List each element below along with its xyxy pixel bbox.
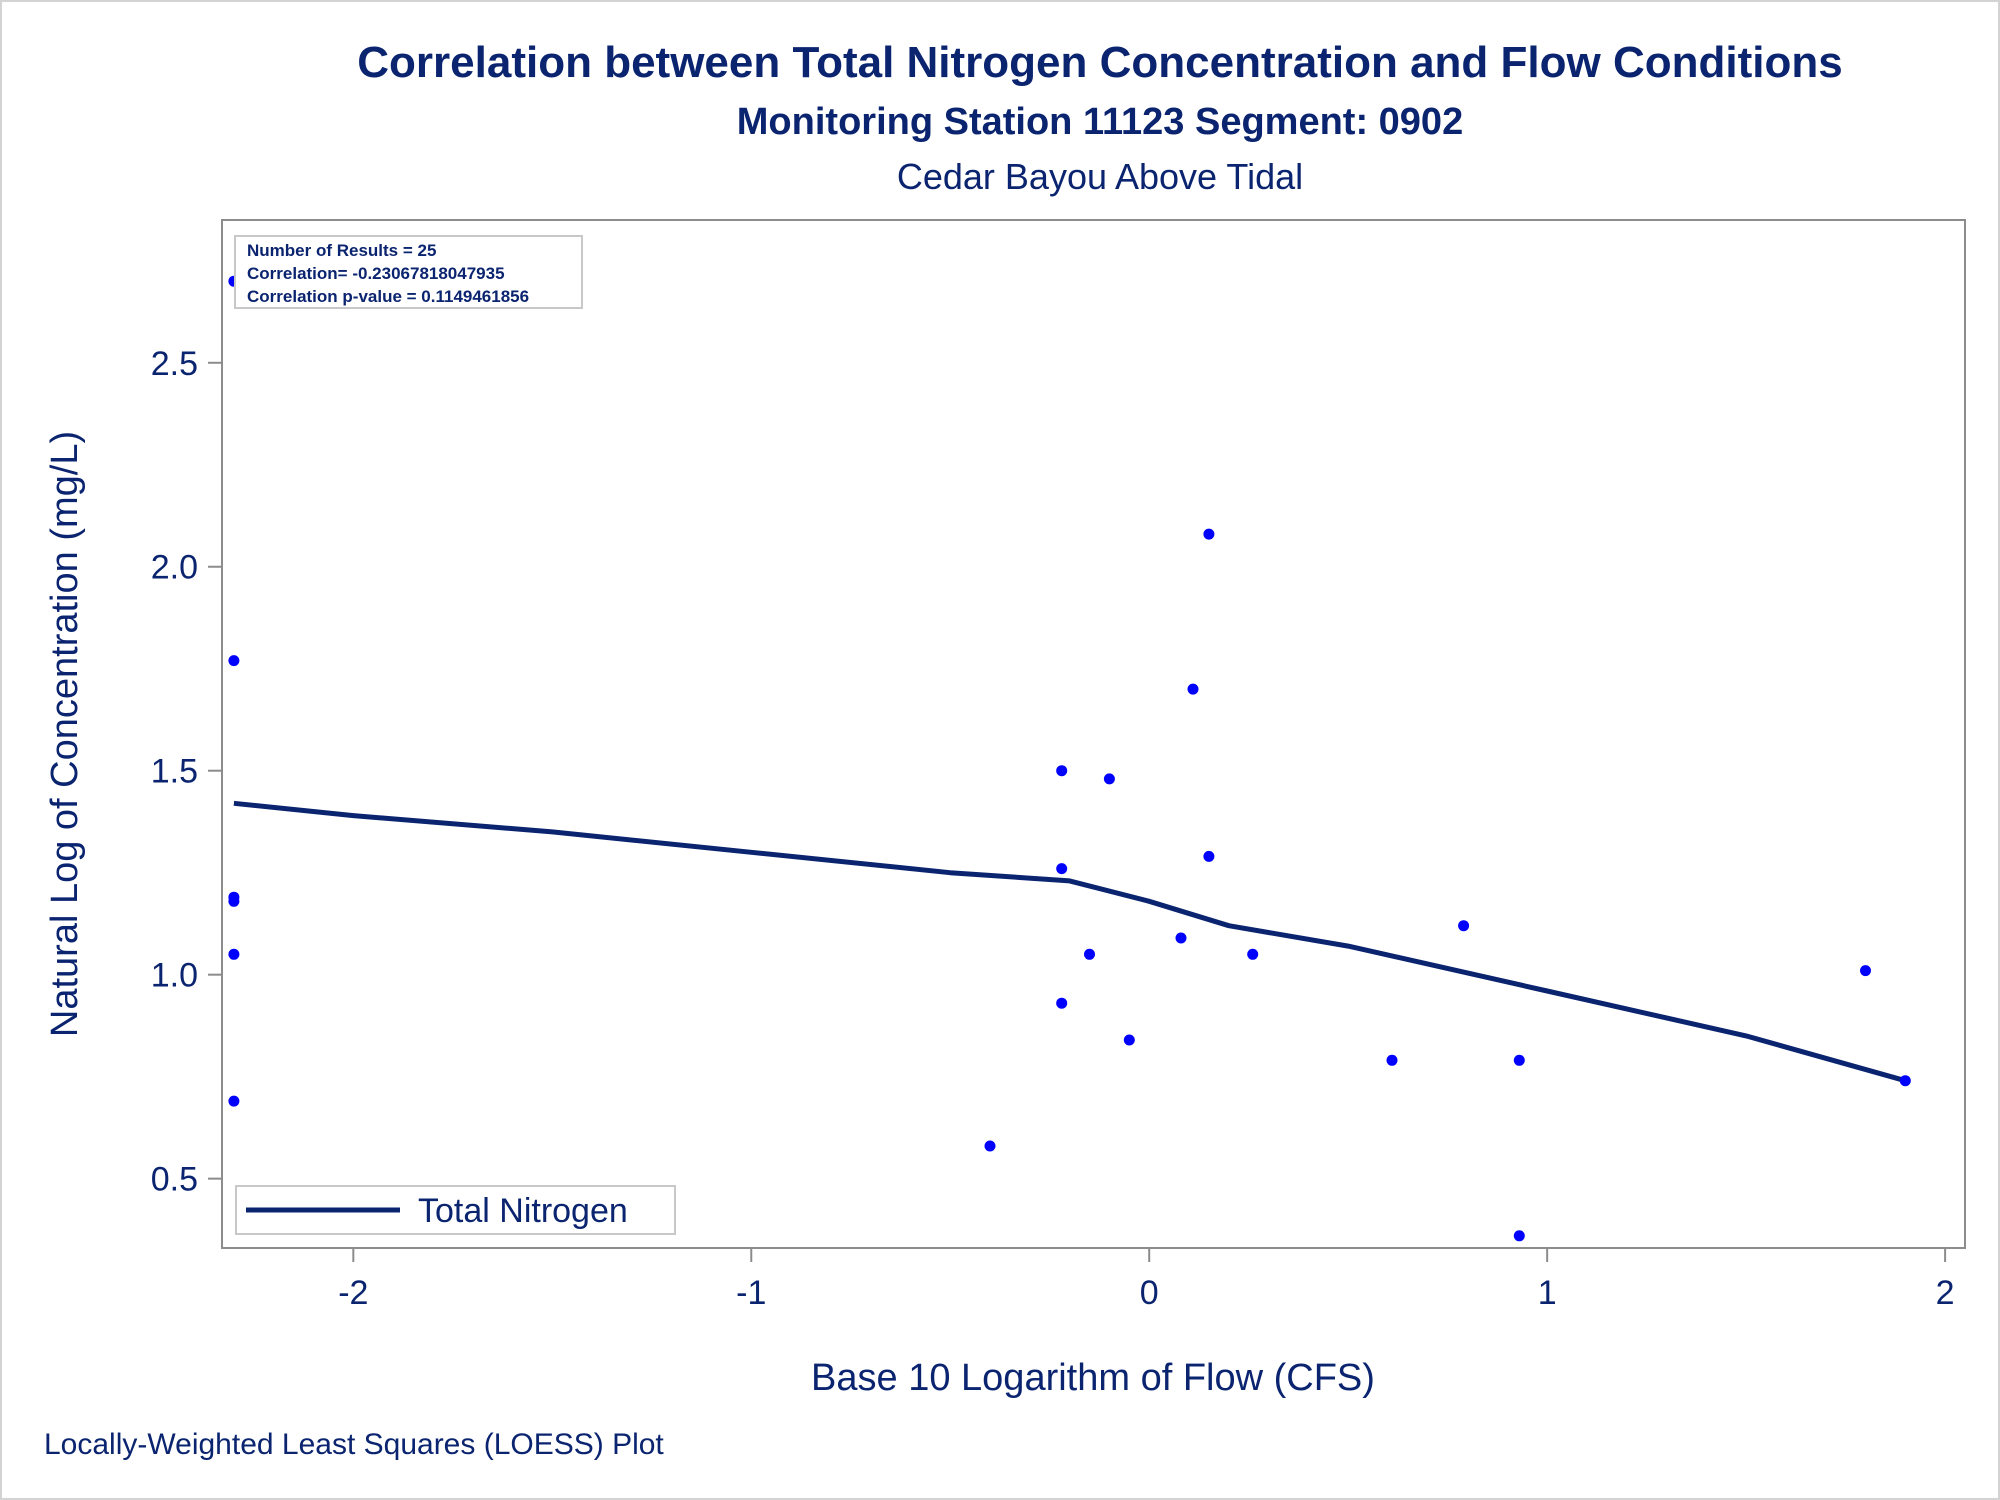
data-points-layer xyxy=(228,275,1911,1242)
stats-number-of-results: Number of Results = 25 xyxy=(247,241,436,260)
data-point xyxy=(1056,863,1068,875)
x-tick-label: -2 xyxy=(338,1274,368,1312)
data-point xyxy=(1860,965,1871,977)
legend: Total Nitrogen xyxy=(235,1185,676,1235)
plot-area xyxy=(221,219,1966,1249)
data-point xyxy=(984,1140,996,1152)
data-point xyxy=(228,895,240,907)
data-point xyxy=(1103,773,1115,785)
data-point xyxy=(1203,528,1215,540)
data-point xyxy=(228,948,240,960)
loess-line-total-nitrogen xyxy=(233,800,1906,1084)
data-point xyxy=(1123,1034,1135,1046)
y-tick-label: 2.0 xyxy=(151,549,198,587)
stats-box: Number of Results = 25 Correlation= -0.2… xyxy=(234,235,583,309)
data-point xyxy=(1175,932,1187,944)
chart-title: Correlation between Total Nitrogen Conce… xyxy=(357,38,1843,87)
data-point xyxy=(1513,1054,1525,1066)
stats-box-border xyxy=(234,235,583,309)
y-tick-label: 0.5 xyxy=(151,1161,198,1199)
data-point xyxy=(1203,850,1215,862)
x-tick-label: 0 xyxy=(1140,1274,1159,1312)
data-point xyxy=(1513,1230,1525,1242)
data-point xyxy=(1458,920,1470,932)
x-axis: -2 -1 0 1 2 xyxy=(338,1248,1955,1312)
data-point xyxy=(1247,948,1259,960)
data-point xyxy=(1187,683,1199,695)
data-point xyxy=(1386,1054,1398,1066)
chart-subtitle-location: Cedar Bayou Above Tidal xyxy=(896,156,1304,197)
y-axis-label: Natural Log of Concentration (mg/L) xyxy=(44,431,86,1037)
data-point xyxy=(1084,948,1095,960)
data-point xyxy=(228,1095,240,1107)
chart-subtitle: Monitoring Station 11123 Segment: 0902 xyxy=(736,101,1464,143)
loess-curve-layer xyxy=(233,800,1906,1084)
y-tick-label: 1.5 xyxy=(151,753,198,791)
data-point xyxy=(228,655,240,667)
x-axis-label: Base 10 Logarithm of Flow (CFS) xyxy=(811,1357,1375,1399)
y-axis: 0.5 1.0 1.5 2.0 2.5 xyxy=(151,345,222,1199)
x-tick-label: -1 xyxy=(736,1274,766,1312)
x-tick-label: 2 xyxy=(1936,1274,1955,1312)
data-point xyxy=(1056,765,1068,777)
stats-correlation: Correlation= -0.23067818047935 xyxy=(247,264,505,283)
stats-p-value: Correlation p-value = 0.1149461856 xyxy=(247,287,529,306)
data-point xyxy=(1056,997,1068,1009)
x-tick-label: 1 xyxy=(1538,1274,1557,1312)
legend-label-total-nitrogen: Total Nitrogen xyxy=(418,1192,628,1230)
data-point xyxy=(1899,1075,1911,1087)
y-tick-label: 1.0 xyxy=(151,957,198,995)
y-tick-label: 2.5 xyxy=(151,345,198,383)
chart-footnote: Locally-Weighted Least Squares (LOESS) P… xyxy=(44,1428,664,1461)
